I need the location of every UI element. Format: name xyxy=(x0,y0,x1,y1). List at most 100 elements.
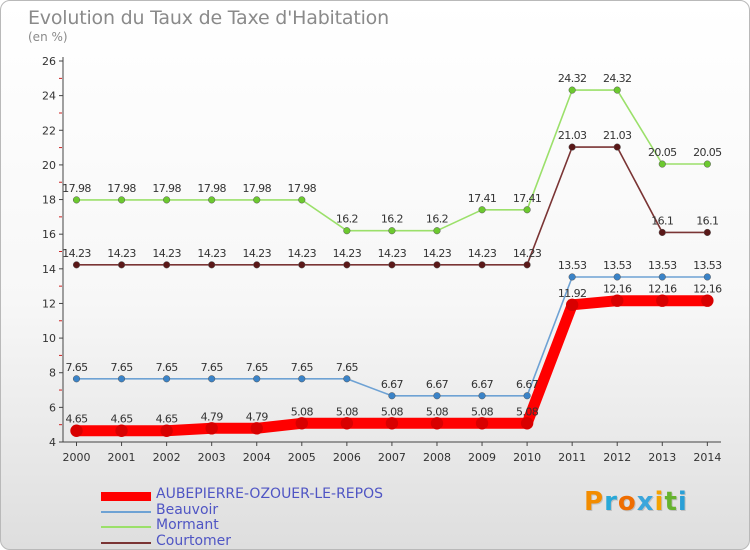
legend-item: AUBEPIERRE-OZOUER-LE-REPOS xyxy=(101,486,421,504)
data-point xyxy=(523,206,531,214)
data-point xyxy=(565,298,579,312)
data-point xyxy=(70,424,83,437)
data-point xyxy=(253,261,261,269)
data-point xyxy=(163,375,171,383)
data-label: 14.23 xyxy=(242,247,271,260)
logo-letter: i xyxy=(654,487,665,517)
data-point xyxy=(658,228,666,236)
data-point xyxy=(295,417,308,430)
x-tick-label: 2012 xyxy=(603,451,631,464)
data-label: 7.65 xyxy=(156,361,179,374)
data-point xyxy=(475,417,489,430)
data-label: 13.53 xyxy=(693,259,722,272)
data-label: 21.03 xyxy=(558,129,587,142)
data-point xyxy=(388,261,396,269)
data-point xyxy=(72,375,81,383)
y-tick-label: 8 xyxy=(49,367,56,380)
data-point xyxy=(253,196,261,204)
data-point xyxy=(478,261,486,269)
data-label: 11.92 xyxy=(558,287,587,300)
data-point xyxy=(568,86,576,94)
legend-label: Courtomer xyxy=(156,532,232,549)
logo-letter: r xyxy=(604,487,618,517)
data-point xyxy=(478,206,486,214)
x-tick-label: 2011 xyxy=(558,451,586,464)
data-point xyxy=(388,227,396,235)
data-label: 7.65 xyxy=(65,361,88,374)
data-label: 16.1 xyxy=(696,214,718,227)
data-point xyxy=(118,261,126,269)
data-label: 14.23 xyxy=(423,247,452,260)
data-label: 14.23 xyxy=(288,247,317,260)
data-label: 16.1 xyxy=(651,214,673,227)
data-point xyxy=(385,417,399,430)
data-label: 17.98 xyxy=(197,182,226,195)
legend-item: Mormant xyxy=(101,517,421,535)
x-tick-label: 2001 xyxy=(108,451,136,464)
data-label: 4.65 xyxy=(156,413,179,426)
data-point xyxy=(568,273,576,281)
legend-label: Beauvoir xyxy=(156,501,219,518)
data-point xyxy=(298,196,306,204)
data-point xyxy=(160,424,173,437)
data-label: 20.05 xyxy=(693,146,722,159)
data-point xyxy=(343,227,351,235)
data-label: 17.98 xyxy=(62,182,91,195)
logo-letter: P xyxy=(584,487,605,517)
data-label: 13.53 xyxy=(558,259,587,272)
y-tick-label: 6 xyxy=(49,401,56,414)
data-label: 14.23 xyxy=(62,247,91,260)
y-tick-label: 26 xyxy=(42,55,56,68)
y-tick-label: 12 xyxy=(42,297,56,310)
data-label: 5.08 xyxy=(516,405,539,418)
data-label: 12.16 xyxy=(648,283,677,296)
legend: AUBEPIERRE-OZOUER-LE-REPOS Beauvoir Morman… xyxy=(101,486,421,550)
x-tick-label: 2013 xyxy=(648,451,676,464)
x-tick-label: 2009 xyxy=(468,451,496,464)
data-label: 6.67 xyxy=(471,378,494,391)
data-label: 7.65 xyxy=(201,361,224,374)
logo-letter: x xyxy=(636,487,655,517)
data-label: 16.2 xyxy=(426,213,448,226)
data-point xyxy=(205,422,218,435)
data-point xyxy=(658,160,666,168)
logo-letter: t xyxy=(664,487,678,517)
x-tick-label: 2008 xyxy=(423,451,451,464)
data-point xyxy=(656,294,669,307)
x-tick-label: 2002 xyxy=(153,451,181,464)
data-point xyxy=(340,417,354,430)
data-point xyxy=(298,261,306,269)
data-point xyxy=(613,273,621,281)
legend-swatch xyxy=(101,491,151,501)
data-point xyxy=(250,422,263,435)
data-point xyxy=(568,143,576,151)
data-point xyxy=(658,273,666,281)
legend-swatch xyxy=(101,541,151,544)
data-point xyxy=(388,392,396,400)
data-label: 17.98 xyxy=(242,182,271,195)
data-label: 20.05 xyxy=(648,146,677,159)
data-label: 14.23 xyxy=(152,247,181,260)
x-tick-label: 2007 xyxy=(378,451,406,464)
data-point xyxy=(703,160,711,168)
legend-swatch xyxy=(101,510,151,513)
legend-item: Courtomer xyxy=(101,532,421,550)
data-label: 13.53 xyxy=(603,259,632,272)
data-label: 5.08 xyxy=(471,405,494,418)
y-axis-unit-label: (en %) xyxy=(28,30,68,44)
logo-letter: i xyxy=(677,487,688,517)
data-point xyxy=(478,392,486,400)
y-tick-label: 14 xyxy=(42,263,56,276)
data-label: 4.65 xyxy=(65,413,88,426)
data-label: 5.08 xyxy=(336,405,359,418)
x-tick-label: 2000 xyxy=(63,451,91,464)
data-point xyxy=(208,196,216,204)
data-label: 17.98 xyxy=(107,182,136,195)
data-label: 14.23 xyxy=(197,247,226,260)
data-label: 5.08 xyxy=(426,405,449,418)
data-point xyxy=(253,375,261,383)
data-label: 7.65 xyxy=(336,361,359,374)
x-tick-label: 2014 xyxy=(693,451,721,464)
data-point xyxy=(611,294,624,307)
data-point xyxy=(703,228,711,236)
